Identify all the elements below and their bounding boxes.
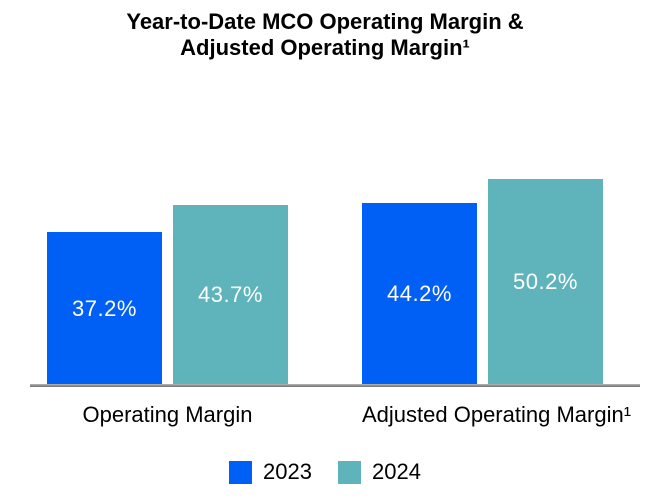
legend-item-2023: 2023 [229, 459, 312, 485]
bar-2023-operating-margin: 37.2% [47, 232, 162, 385]
bar-group-1: 37.2% 43.7% [47, 205, 288, 385]
bar-value-label: 50.2% [513, 269, 578, 294]
chart-title-line-1: Year-to-Date MCO Operating Margin & [126, 9, 524, 34]
chart-title-line-2: Adjusted Operating Margin¹ [180, 35, 470, 60]
category-label-adjusted-operating-margin: Adjusted Operating Margin¹ [362, 402, 632, 427]
bar-2024-operating-margin: 43.7% [173, 205, 288, 385]
category-labels: Operating Margin Adjusted Operating Marg… [47, 402, 632, 428]
legend-item-2024: 2024 [338, 459, 421, 485]
bar-value-label: 37.2% [72, 295, 137, 321]
bar-2024-adjusted-operating-margin: 50.2% [488, 179, 603, 385]
bar-group-2: 44.2% 50.2% [362, 179, 603, 385]
bar-value-label: 44.2% [387, 281, 452, 306]
legend-label-2023: 2023 [263, 459, 312, 484]
legend-swatch-2023-icon [229, 460, 253, 484]
chart-title: Year-to-Date MCO Operating Margin & Adju… [0, 9, 650, 61]
x-axis-line [30, 384, 640, 387]
category-label-operating-margin: Operating Margin [82, 402, 253, 427]
legend-swatch-2024-icon [338, 460, 361, 484]
bar-value-label: 43.7% [198, 282, 263, 307]
legend: 2023 2024 [0, 459, 650, 485]
legend-label-2024: 2024 [372, 459, 421, 484]
bar-chart: 37.2% 43.7% 44.2% 50.2% [47, 179, 603, 385]
bar-2023-adjusted-operating-margin: 44.2% [362, 203, 477, 385]
